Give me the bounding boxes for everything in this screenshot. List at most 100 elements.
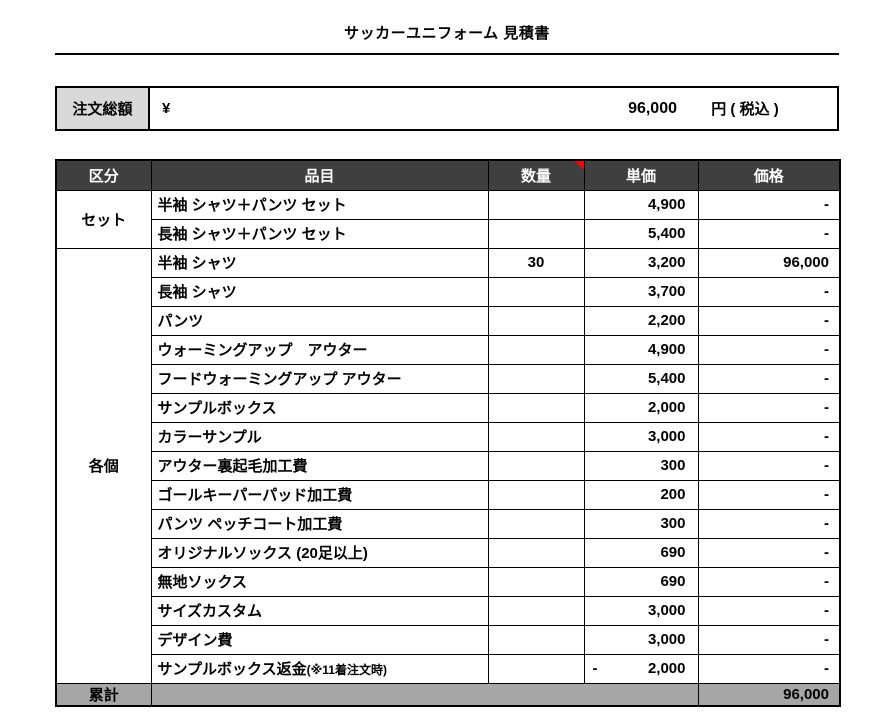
- order-total-amount: 96,000: [628, 99, 677, 117]
- order-total-label: 注文総額: [57, 88, 150, 129]
- comment-indicator-icon: [574, 161, 583, 170]
- item-cell: アウター裏起毛加工費: [150, 450, 489, 481]
- quote-table: 区分 品目 数量 単価 価格 セット 半袖 シャツ＋パンツ セット 4,900- 長袖…: [55, 159, 841, 707]
- footer-total-label: 累計: [55, 682, 152, 706]
- unit-price-cell: 690: [583, 537, 699, 568]
- table-row: パンツ ペッチコート加工費 300-: [56, 508, 841, 539]
- price-cell: -: [697, 334, 841, 365]
- header-qty: 数量: [487, 159, 585, 191]
- table-row: パンツ 2,200-: [56, 305, 841, 336]
- price-cell: -: [697, 421, 841, 452]
- table-row: カラーサンプル 3,000-: [56, 421, 841, 452]
- unit-price-cell: 5,400: [583, 363, 699, 394]
- unit-price-cell: 300: [583, 508, 699, 539]
- qty-cell: [487, 392, 585, 423]
- currency-symbol: ¥: [162, 100, 171, 117]
- unit-price-cell: 3,000: [583, 624, 699, 655]
- unit-price-cell: 3,700: [583, 276, 699, 307]
- item-cell: サイズカスタム: [150, 595, 489, 626]
- table-row: 無地ソックス 690-: [56, 566, 841, 597]
- qty-cell: [487, 189, 585, 220]
- quote-page: サッカーユニフォーム 見積書 注文総額 ¥ 96,000 円 ( 税込 ) 区分…: [55, 0, 841, 707]
- footer-spacer: [150, 682, 699, 706]
- table-row: ウォーミングアップ アウター 4,900-: [56, 334, 841, 365]
- price-cell: -: [697, 363, 841, 394]
- price-cell: -: [697, 595, 841, 626]
- title-underline: [55, 53, 839, 55]
- item-cell: 半袖 シャツ: [150, 247, 489, 278]
- unit-price-cell: 4,900: [583, 189, 699, 220]
- price-cell: -: [697, 566, 841, 597]
- qty-cell: [487, 566, 585, 597]
- price-cell: 96,000: [697, 247, 841, 278]
- table-row: 長袖 シャツ＋パンツ セット 5,400-: [56, 218, 841, 249]
- header-category: 区分: [55, 159, 152, 191]
- table-row: アウター裏起毛加工費 300-: [56, 450, 841, 481]
- qty-cell: [487, 450, 585, 481]
- price-cell: -: [697, 450, 841, 481]
- item-cell: ゴールキーパーパッド加工費: [150, 479, 489, 510]
- table-row: サンプルボックス 2,000-: [56, 392, 841, 423]
- qty-cell: [487, 537, 585, 568]
- page-title: サッカーユニフォーム 見積書: [344, 25, 550, 42]
- negative-sign: -: [592, 660, 598, 677]
- header-price: 価格: [697, 159, 841, 191]
- item-cell: サンプルボックス: [150, 392, 489, 423]
- qty-cell: [487, 508, 585, 539]
- item-cell: パンツ ペッチコート加工費: [150, 508, 489, 539]
- negative-amount: - 2,000: [585, 660, 686, 677]
- table-row: デザイン費 3,000-: [56, 624, 841, 655]
- qty-cell: [487, 421, 585, 452]
- unit-price-cell: 3,000: [583, 595, 699, 626]
- qty-cell: 30: [487, 247, 585, 278]
- unit-price-cell: 690: [583, 566, 699, 597]
- unit-price-cell: 3,200: [583, 247, 699, 278]
- price-cell: -: [697, 189, 841, 220]
- item-cell: ウォーミングアップ アウター: [150, 334, 489, 365]
- price-cell: -: [697, 624, 841, 655]
- table-row: 長袖 シャツ 3,700-: [56, 276, 841, 307]
- group-cell: セット: [55, 189, 152, 249]
- table-row: サイズカスタム 3,000-: [56, 595, 841, 626]
- price-cell: -: [697, 653, 841, 684]
- price-cell: -: [697, 218, 841, 249]
- item-cell: サンプルボックス返金(※11着注文時): [150, 653, 489, 684]
- qty-cell: [487, 363, 585, 394]
- price-cell: -: [697, 537, 841, 568]
- unit-price-cell: 2,200: [583, 305, 699, 336]
- unit-price-cell: 200: [583, 479, 699, 510]
- item-cell: 長袖 シャツ: [150, 276, 489, 307]
- order-total-value: ¥ 96,000: [150, 88, 677, 129]
- qty-cell: [487, 334, 585, 365]
- footer-total-price: 96,000: [697, 682, 841, 706]
- qty-cell: [487, 479, 585, 510]
- item-note: (※11着注文時): [306, 663, 387, 677]
- price-cell: -: [697, 305, 841, 336]
- group-cell: 各個: [55, 247, 152, 684]
- unit-price-cell: 5,400: [583, 218, 699, 249]
- price-cell: -: [697, 276, 841, 307]
- qty-cell: [487, 276, 585, 307]
- qty-cell: [487, 653, 585, 684]
- item-cell: フードウォーミングアップ アウター: [150, 363, 489, 394]
- price-cell: -: [697, 508, 841, 539]
- header-item: 品目: [150, 159, 489, 191]
- price-cell: -: [697, 392, 841, 423]
- qty-cell: [487, 624, 585, 655]
- price-cell: -: [697, 479, 841, 510]
- item-cell: オリジナルソックス (20足以上): [150, 537, 489, 568]
- item-cell: 半袖 シャツ＋パンツ セット: [150, 189, 489, 220]
- table-row: 各個 半袖 シャツ 30 3,200 96,000: [55, 247, 841, 684]
- item-cell: 無地ソックス: [150, 566, 489, 597]
- quote-table-body: セット 半袖 シャツ＋パンツ セット 4,900- 長袖 シャツ＋パンツ セット 5,4…: [55, 189, 841, 684]
- table-row: セット 半袖 シャツ＋パンツ セット 4,900-: [55, 189, 841, 249]
- item-cell: パンツ: [150, 305, 489, 336]
- unit-price-cell: - 2,000: [583, 653, 699, 684]
- unit-price-cell: 4,900: [583, 334, 699, 365]
- qty-cell: [487, 595, 585, 626]
- qty-cell: [487, 218, 585, 249]
- header-row: 区分 品目 数量 単価 価格: [55, 159, 841, 191]
- unit-price-cell: 300: [583, 450, 699, 481]
- order-total-suffix: 円 ( 税込 ): [711, 101, 779, 118]
- table-row: オリジナルソックス (20足以上) 690-: [56, 537, 841, 568]
